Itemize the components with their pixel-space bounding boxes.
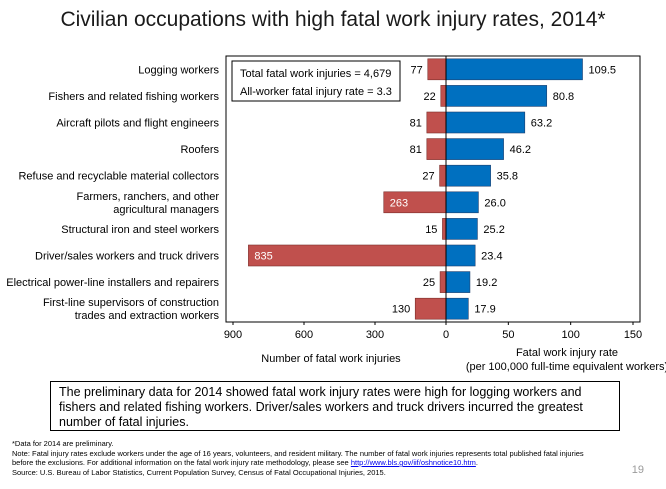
rate-axis-tick-label: 100 xyxy=(561,329,579,341)
fatal-rate-label: 35.8 xyxy=(497,171,518,183)
fatal-rate-bar xyxy=(445,111,526,134)
fatal-rate-bar xyxy=(445,191,479,214)
rate-axis-title: Fatal work injury rate xyxy=(516,347,618,359)
fatal-rate-bar xyxy=(445,297,469,320)
rate-axis-tick-label: 150 xyxy=(624,329,642,341)
category-label: Aircraft pilots and flight engineers xyxy=(56,118,219,130)
count-axis-tick-label: 900 xyxy=(224,329,242,341)
summary-box: The preliminary data for 2014 showed fat… xyxy=(50,381,620,431)
category-label: Roofers xyxy=(180,144,219,156)
totals-annotation: All-worker fatal injury rate = 3.3 xyxy=(240,86,392,98)
totals-box xyxy=(231,60,401,102)
category-label: Farmers, ranchers, and other xyxy=(77,191,220,203)
fatal-count-bar xyxy=(439,164,447,187)
fatal-count-label: 835 xyxy=(254,251,272,263)
fatal-count-label: 15 xyxy=(425,224,437,236)
fatal-rate-bar xyxy=(445,218,478,240)
footnotes: *Data for 2014 are preliminary. Note: Fa… xyxy=(12,439,652,477)
category-label: Electrical power-line installers and rep… xyxy=(6,277,219,289)
fatal-rate-bar xyxy=(445,271,471,293)
butterfly-bar-chart: Logging workers 77 109.5 Fishers and relate… xyxy=(6,55,666,373)
rate-axis-tick-label: 50 xyxy=(502,329,514,341)
fatal-count-bar xyxy=(426,138,447,160)
fatal-rate-label: 17.9 xyxy=(474,304,495,316)
count-axis-title: Number of fatal work injuries xyxy=(261,353,401,365)
fatal-count-label: 22 xyxy=(424,91,436,103)
footnote-note-continued: before the exclusions. For additional in… xyxy=(12,458,652,468)
fatal-count-label: 81 xyxy=(410,144,422,156)
fatal-rate-label: 25.2 xyxy=(483,224,504,236)
fatal-rate-bar xyxy=(445,58,583,81)
count-axis-tick-label: 300 xyxy=(366,329,384,341)
fatal-rate-label: 46.2 xyxy=(510,144,531,156)
fatal-count-label: 27 xyxy=(422,171,434,183)
fatal-count-bar xyxy=(248,244,447,267)
count-axis-tick-label: 0 xyxy=(443,329,449,341)
category-label: agricultural managers xyxy=(113,204,219,216)
footnote-preliminary: *Data for 2014 are preliminary. xyxy=(12,439,114,448)
fatal-count-bar xyxy=(427,58,447,81)
fatal-count-bar xyxy=(440,85,447,107)
category-label: Structural iron and steel workers xyxy=(61,224,219,236)
fatal-count-label: 77 xyxy=(411,64,423,76)
fatal-count-bar xyxy=(439,271,447,293)
fatal-count-bar xyxy=(414,297,447,320)
category-label: trades and extraction workers xyxy=(75,310,220,322)
footnote-note-end: . xyxy=(475,458,478,467)
category-label: First-line supervisors of construction xyxy=(43,297,219,309)
plot-frame xyxy=(225,55,641,323)
fatal-count-label: 130 xyxy=(392,304,410,316)
count-axis-tick-label: 600 xyxy=(295,329,313,341)
methodology-link[interactable]: http://www.bls.gov/iif/oshnotice10.htm xyxy=(350,458,476,467)
fatal-rate-bar xyxy=(445,85,548,107)
footnote-source: Source: U.S. Bureau of Labor Statistics,… xyxy=(12,467,386,477)
fatal-count-label: 263 xyxy=(390,197,408,209)
fatal-rate-bar xyxy=(445,138,504,160)
category-label: Driver/sales workers and truck drivers xyxy=(35,251,219,263)
category-label: Logging workers xyxy=(138,64,219,76)
fatal-count-label: 81 xyxy=(410,118,422,130)
fatal-count-label: 25 xyxy=(423,277,435,289)
fatal-count-bar xyxy=(442,218,447,240)
fatal-rate-bar xyxy=(445,164,491,187)
fatal-count-bar xyxy=(426,111,447,134)
category-label: Fishers and related fishing workers xyxy=(48,91,219,103)
fatal-rate-label: 26.0 xyxy=(484,197,505,209)
totals-annotation: Total fatal work injuries = 4,679 xyxy=(240,68,391,80)
footnote-note: Note: Fatal injury rates exclude workers… xyxy=(12,448,584,458)
category-label: Refuse and recyclable material collector… xyxy=(18,171,219,183)
page-number: 19 xyxy=(631,464,644,476)
fatal-rate-label: 23.4 xyxy=(481,251,502,263)
fatal-rate-label: 80.8 xyxy=(553,91,574,103)
fatal-rate-label: 19.2 xyxy=(476,277,497,289)
fatal-rate-label: 109.5 xyxy=(589,64,617,76)
footnote-note-text: before the exclusions. For additional in… xyxy=(12,458,351,467)
fatal-rate-label: 63.2 xyxy=(531,118,552,130)
chart-title: Civilian occupations with high fatal wor… xyxy=(60,8,606,31)
fatal-rate-bar xyxy=(445,244,476,267)
rate-axis-title: (per 100,000 full-time equivalent worker… xyxy=(466,361,666,373)
